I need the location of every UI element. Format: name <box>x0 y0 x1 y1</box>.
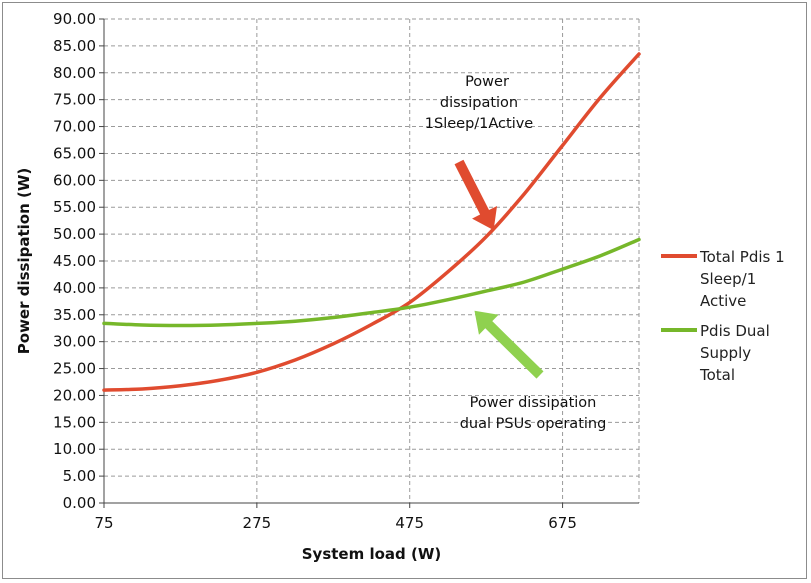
y-tick-label: 15.00 <box>53 413 96 431</box>
series-lines <box>102 52 641 392</box>
y-tick-label: 10.00 <box>53 440 96 458</box>
y-tick-label: 50.00 <box>53 225 96 243</box>
legend-label-2: Total <box>699 366 735 384</box>
y-tick-label: 20.00 <box>53 386 96 404</box>
x-tick-labels: 75 275 475 675 <box>94 514 576 532</box>
y-tick-label: 70.00 <box>53 118 96 136</box>
x-tick-label: 75 <box>94 514 113 532</box>
legend-label-2: Pdis Dual <box>700 322 770 340</box>
annotation-1-line: Power <box>465 74 509 90</box>
legend-label-1: Active <box>700 292 746 310</box>
y-tick-label: 65.00 <box>53 144 96 162</box>
x-axis-label: System load (W) <box>302 545 442 563</box>
series-line-1 <box>102 52 641 392</box>
annotation-1-line: 1Sleep/1Active <box>425 116 534 132</box>
y-tick-label: 35.00 <box>53 306 96 324</box>
legend-label-2: Supply <box>700 344 751 362</box>
y-tick-label: 5.00 <box>63 467 96 485</box>
y-tick-label: 60.00 <box>53 171 96 189</box>
y-tick-label: 0.00 <box>63 494 96 512</box>
series-line-2 <box>102 237 641 328</box>
y-tick-label: 40.00 <box>53 279 96 297</box>
annotation-1-line: dissipation <box>440 95 518 111</box>
y-tick-label: 45.00 <box>53 252 96 270</box>
gridlines <box>104 18 640 503</box>
annotation-2-line: dual PSUs operating <box>460 416 607 432</box>
x-tick-label: 475 <box>395 514 424 532</box>
legend-label-1: Total Pdis 1 <box>699 248 785 266</box>
legend-label-1: Sleep/1 <box>700 270 756 288</box>
y-tick-label: 55.00 <box>53 198 96 216</box>
annotation-1-arrow-shape <box>454 159 498 231</box>
axes <box>99 18 639 508</box>
y-tick-label: 25.00 <box>53 360 96 378</box>
annotation-2-line: Power dissipation <box>470 395 597 411</box>
y-axis-label: Power dissipation (W) <box>15 168 33 354</box>
x-tick-label: 675 <box>548 514 577 532</box>
annotation-2-arrow-shape <box>474 310 544 379</box>
legend: Total Pdis 1 Sleep/1 Active Pdis Dual Supply… <box>661 248 785 384</box>
y-tick-label: 30.00 <box>53 333 96 351</box>
annotation-2-arrow <box>474 310 544 379</box>
annotations: Power dissipation 1Sleep/1Active Power diss… <box>425 74 607 432</box>
y-tick-label: 90.00 <box>53 10 96 28</box>
x-tick-label: 275 <box>243 514 272 532</box>
y-tick-label: 80.00 <box>53 64 96 82</box>
y-tick-label: 75.00 <box>53 91 96 109</box>
y-tick-labels: 0.00 5.00 10.00 15.00 20.00 25.00 30.00 35.00 40… <box>53 10 96 512</box>
y-tick-label: 85.00 <box>53 37 96 55</box>
annotation-1-arrow <box>454 159 498 231</box>
